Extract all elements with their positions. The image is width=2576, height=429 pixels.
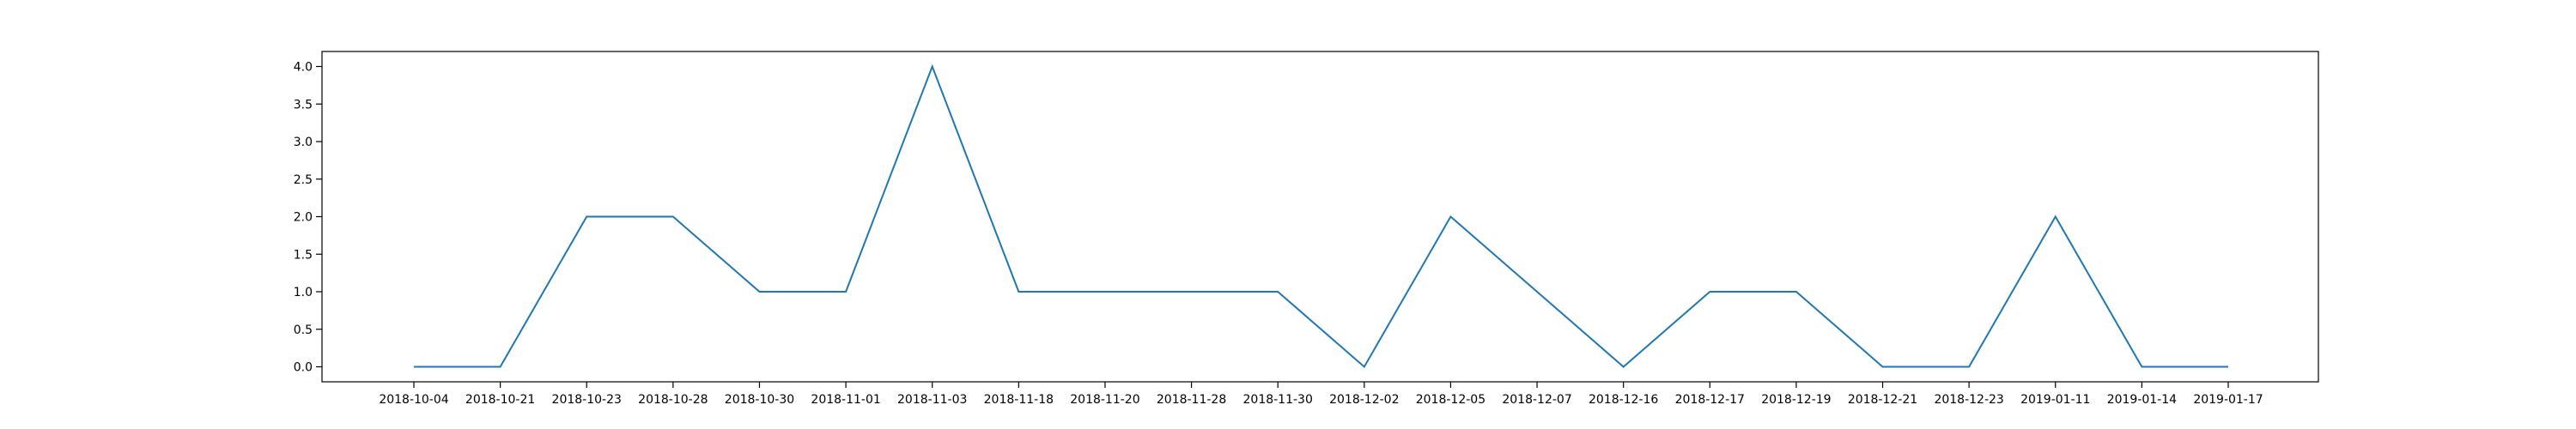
x-tick-label: 2018-12-21 [1848,393,1917,407]
y-tick-label: 4.0 [294,61,313,75]
x-tick-label: 2018-12-05 [1416,393,1485,407]
y-tick-label: 0.0 [294,361,313,375]
x-tick-label: 2018-12-19 [1761,393,1831,407]
x-tick-label: 2019-01-17 [2193,393,2263,407]
x-tick-label: 2018-10-23 [552,393,622,407]
x-tick-label: 2018-12-07 [1502,393,1571,407]
x-tick-label: 2018-12-23 [1934,393,2003,407]
x-tick-label: 2019-01-14 [2107,393,2177,407]
y-tick-label: 2.5 [294,173,313,187]
y-tick-label: 0.5 [294,323,313,337]
x-tick-label: 2018-10-04 [379,393,448,407]
x-tick-label: 2019-01-11 [2020,393,2090,407]
x-tick-label: 2018-12-02 [1329,393,1399,407]
y-tick-label: 3.0 [294,136,313,149]
x-tick-label: 2018-11-03 [897,393,967,407]
x-tick-label: 2018-10-28 [638,393,708,407]
x-tick-label: 2018-11-01 [811,393,880,407]
x-tick-label: 2018-11-30 [1243,393,1313,407]
x-tick-label: 2018-11-20 [1070,393,1139,407]
x-tick-label: 2018-11-18 [984,393,1054,407]
y-tick-label: 3.5 [294,98,313,112]
y-tick-label: 2.0 [294,211,313,225]
y-tick-label: 1.5 [294,248,313,262]
y-tick-label: 1.0 [294,286,313,299]
series-line-0 [414,63,2228,369]
x-tick-label: 2018-11-28 [1157,393,1226,407]
plot-area: 0.0 0.5 1.0 1.5 2.0 2.5 3.0 3.5 4.0 2018-10-04 201… [294,51,2319,407]
x-tick-label: 2018-12-17 [1675,393,1745,407]
x-tick-label: 2018-12-16 [1589,393,1658,407]
x-tick-label: 2018-10-30 [725,393,794,407]
x-tick-label: 2018-10-21 [465,393,535,407]
